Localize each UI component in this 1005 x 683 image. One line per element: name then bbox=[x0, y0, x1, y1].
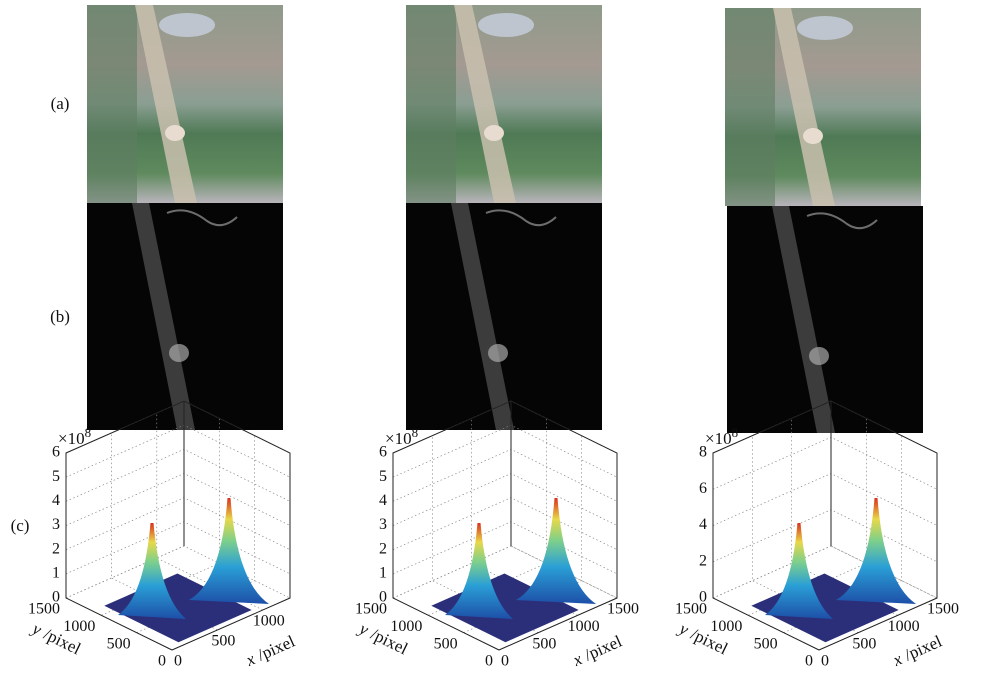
grid-line bbox=[712, 509, 938, 563]
z-tick-label: 6 bbox=[52, 444, 60, 461]
z-tick-label: 4 bbox=[52, 492, 60, 509]
z-tick-label: 1 bbox=[379, 565, 387, 582]
surface-plot: 02468050010001500150010005000×108y/pixel… bbox=[675, 400, 959, 670]
grid-line bbox=[392, 448, 618, 502]
surface-peak bbox=[836, 498, 916, 604]
image-row-b bbox=[86, 202, 924, 434]
x-tick-label: 0 bbox=[174, 653, 182, 670]
x-axis-label: x/pixel bbox=[569, 631, 625, 670]
z-tick-label: 0 bbox=[379, 589, 387, 606]
row-label: (c) bbox=[11, 516, 30, 535]
x-tick-label: 500 bbox=[211, 633, 235, 650]
grid-line bbox=[783, 435, 903, 633]
grid-line bbox=[712, 436, 938, 490]
x-label-unit: /pixel bbox=[582, 631, 625, 664]
x-label-unit: /pixel bbox=[902, 631, 945, 664]
multiplier: ×108 bbox=[385, 425, 418, 448]
surface-peak bbox=[516, 498, 596, 604]
x-tick-label: 500 bbox=[532, 635, 556, 652]
z-tick-label: 6 bbox=[379, 444, 387, 461]
z-tick-label: 0 bbox=[52, 589, 60, 606]
y-tick-label: 1500 bbox=[28, 601, 60, 618]
grid-line bbox=[65, 424, 291, 478]
y-tick-label: 1500 bbox=[675, 601, 707, 618]
multiplier-exponent: 8 bbox=[412, 425, 419, 440]
surface-plot: 012345605001000150010005000×108y/pixelx/… bbox=[28, 400, 298, 670]
image-row-a bbox=[87, 5, 921, 206]
grid-line bbox=[392, 497, 618, 550]
z-tick-label: 4 bbox=[699, 516, 707, 533]
z-tick-label: 8 bbox=[699, 444, 707, 461]
x-tick-label: 500 bbox=[852, 635, 876, 652]
multiplier-exponent: 8 bbox=[732, 425, 739, 440]
multiplier: ×108 bbox=[705, 425, 738, 448]
x-tick-label: 1500 bbox=[607, 601, 639, 618]
y-tick-label: 1000 bbox=[710, 618, 742, 635]
x-tick-label: 1000 bbox=[253, 613, 285, 630]
row-label: (b) bbox=[50, 307, 70, 326]
surface-peak bbox=[765, 523, 833, 619]
surface-peak bbox=[189, 498, 269, 604]
y-tick-label: 500 bbox=[107, 635, 131, 652]
multiplier-base: ×10 bbox=[705, 429, 732, 448]
x-axis-label: x/pixel bbox=[889, 631, 945, 670]
surface-peak bbox=[445, 523, 513, 619]
x-tick-label: 1000 bbox=[568, 618, 600, 635]
y-tick-label: 1000 bbox=[63, 618, 95, 635]
y-tick-label: 1000 bbox=[390, 618, 422, 635]
y-tick-label: 500 bbox=[754, 635, 778, 652]
grid-line bbox=[392, 521, 618, 575]
grid-line bbox=[65, 521, 291, 575]
x-axis-label: x/pixel bbox=[242, 631, 298, 670]
z-tick-label: 3 bbox=[379, 516, 387, 533]
multiplier-base: ×10 bbox=[58, 429, 85, 448]
x-tick-label: 1500 bbox=[927, 601, 959, 618]
z-tick-label: 2 bbox=[379, 540, 387, 557]
z-tick-label: 2 bbox=[52, 540, 60, 557]
x-tick-label: 0 bbox=[501, 653, 509, 670]
z-tick-label: 5 bbox=[52, 468, 60, 485]
x-tick-label: 0 bbox=[821, 653, 829, 670]
y-tick-label: 0 bbox=[485, 653, 493, 670]
y-tick-label: 500 bbox=[434, 635, 458, 652]
z-tick-label: 6 bbox=[699, 480, 707, 497]
z-tick-label: 4 bbox=[379, 492, 387, 509]
y-tick-label: 0 bbox=[158, 653, 166, 670]
grid-line bbox=[65, 448, 291, 502]
grid-line bbox=[136, 435, 256, 633]
multiplier-base: ×10 bbox=[385, 429, 412, 448]
y-tick-label: 1500 bbox=[355, 601, 387, 618]
grid-line bbox=[392, 473, 618, 526]
grid-line bbox=[65, 497, 291, 550]
x-tick-label: 1000 bbox=[888, 618, 920, 635]
z-tick-label: 5 bbox=[379, 468, 387, 485]
surface-peak bbox=[118, 523, 186, 619]
z-tick-label: 3 bbox=[52, 516, 60, 533]
surface-plot: 0123456050010001500150010005000×108y/pix… bbox=[355, 400, 639, 670]
multiplier-exponent: 8 bbox=[85, 425, 92, 440]
y-tick-label: 0 bbox=[805, 653, 813, 670]
x-label-unit: /pixel bbox=[255, 631, 298, 664]
grid-line bbox=[463, 435, 583, 633]
row-label: (a) bbox=[51, 94, 70, 113]
multiplier: ×108 bbox=[58, 425, 91, 448]
z-tick-label: 0 bbox=[699, 589, 707, 606]
grid-line bbox=[65, 473, 291, 526]
grid-line bbox=[712, 473, 938, 526]
grid-line bbox=[392, 424, 618, 478]
z-tick-label: 1 bbox=[52, 565, 60, 582]
z-tick-label: 2 bbox=[699, 552, 707, 569]
